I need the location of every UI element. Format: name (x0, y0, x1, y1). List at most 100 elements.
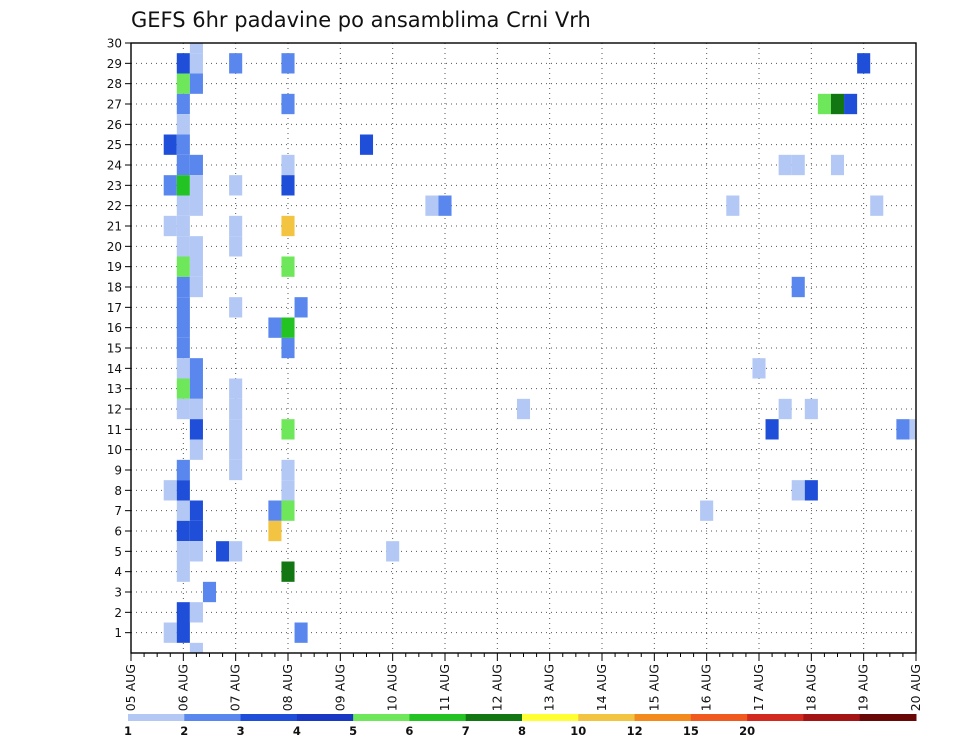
colorbar-label: 8 (518, 724, 526, 738)
colorbar-swatch (128, 714, 185, 721)
y-tick-label: 11 (107, 423, 122, 437)
colorbar-label: 2 (180, 724, 188, 738)
chart-title: GEFS 6hr padavine po ansamblima Crni Vrh (131, 8, 591, 32)
heatmap-cell (176, 541, 190, 562)
colorbar-swatch (409, 714, 467, 721)
heatmap-cell (229, 439, 243, 460)
y-tick-label: 20 (107, 240, 122, 254)
heatmap-cell (281, 256, 295, 277)
heatmap-cell (189, 378, 203, 399)
heatmap-cell (268, 317, 282, 338)
heatmap-cell (817, 93, 831, 115)
heatmap-cell (189, 73, 203, 94)
heatmap-cell (163, 622, 177, 643)
heatmap-cell (176, 134, 190, 155)
heatmap-cell (281, 337, 295, 359)
heatmap-cell (229, 459, 243, 481)
heatmap-cell (294, 622, 308, 643)
colorbar-swatch (465, 714, 523, 721)
heatmap-cell (176, 215, 190, 237)
colorbar-swatch (634, 714, 692, 721)
colorbar-label: 4 (293, 724, 301, 738)
colorbar-swatch (803, 714, 861, 721)
heatmap-cell (176, 114, 190, 135)
x-tick-label: 11 AUG (437, 664, 452, 711)
heatmap-cell (189, 642, 203, 653)
heatmap-cell (229, 215, 243, 237)
heatmap-cell (700, 500, 714, 521)
heatmap-cell (189, 500, 203, 521)
y-tick-label: 7 (114, 504, 122, 518)
heatmap-cell (176, 175, 190, 196)
heatmap-cell (229, 53, 243, 74)
colorbar-swatch (353, 714, 410, 721)
y-tick-label: 29 (107, 57, 122, 71)
y-tick-label: 14 (107, 362, 122, 376)
heatmap-cell (268, 500, 282, 521)
heatmap-cell (870, 195, 884, 216)
heatmap-cell (830, 154, 845, 176)
heatmap-cell (896, 419, 910, 440)
heatmap-cell (176, 276, 190, 298)
heatmap-cell (189, 53, 203, 74)
heatmap-cell (778, 398, 792, 420)
colorbar-swatch (240, 714, 298, 721)
x-tick-label: 05 AUG (123, 664, 138, 711)
heatmap-cell (386, 541, 400, 562)
heatmap-cell (189, 43, 203, 54)
heatmap-cell (268, 520, 282, 542)
colorbar-swatch (859, 714, 917, 721)
heatmap-cell (425, 195, 439, 216)
x-tick-label: 16 AUG (699, 664, 714, 711)
heatmap-cell (163, 215, 177, 237)
colorbar-swatch (184, 714, 242, 721)
y-tick-label: 16 (107, 321, 122, 335)
heatmap-cell (791, 480, 805, 501)
heatmap-cell (281, 561, 295, 582)
heatmap-cell (176, 195, 190, 216)
heatmap-cell (216, 541, 230, 562)
colorbar-label: 20 (739, 724, 755, 738)
heatmap-cell (176, 256, 190, 277)
colorbar-label: 15 (683, 724, 699, 738)
x-tick-label: 13 AUG (542, 664, 557, 711)
heatmap-cell (189, 602, 203, 623)
y-tick-label: 13 (107, 382, 122, 396)
heatmap-cell (176, 480, 190, 501)
heatmap-cell (281, 53, 295, 74)
colorbar-swatch (522, 714, 579, 721)
heatmap-cell (189, 195, 203, 216)
heatmap-cell (189, 236, 203, 257)
x-tick-label: 19 AUG (856, 664, 871, 711)
heatmap-cell (281, 154, 295, 176)
heatmap-cell (281, 93, 295, 115)
y-tick-label: 27 (107, 98, 122, 112)
x-tick-label: 12 AUG (489, 664, 504, 711)
heatmap-cell (359, 134, 374, 155)
heatmap-cell (281, 480, 295, 501)
x-tick-label: 10 AUG (385, 664, 400, 711)
x-tick-label: 09 AUG (332, 664, 347, 711)
heatmap-cell (189, 398, 203, 420)
y-tick-label: 4 (114, 565, 122, 579)
plot-frame (130, 42, 917, 654)
heatmap-cell (791, 154, 805, 176)
heatmap-cell (830, 93, 845, 115)
y-tick-label: 15 (107, 342, 122, 356)
colorbar-label: 10 (570, 724, 586, 738)
heatmap-cell (189, 256, 203, 277)
heatmap-cell (176, 53, 190, 74)
heatmap-cell (189, 175, 203, 196)
heatmap-cell (176, 154, 190, 176)
heatmap-cell (438, 195, 452, 216)
grid-lines (131, 42, 916, 653)
heatmap-cell (294, 297, 308, 318)
y-tick-label: 21 (107, 220, 122, 234)
heatmap-cell (229, 297, 243, 318)
y-tick-label: 26 (107, 118, 122, 132)
heatmap-cell (516, 398, 531, 420)
heatmap-cell (176, 297, 190, 318)
heatmap-cell (163, 134, 177, 155)
heatmap-cell (176, 561, 190, 582)
